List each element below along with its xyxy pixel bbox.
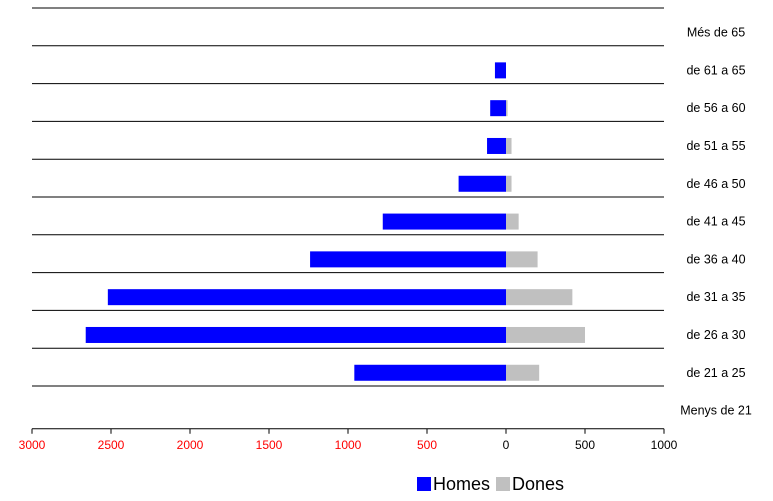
bar-homes (490, 100, 506, 117)
x-tick-label: 1500 (256, 438, 283, 452)
legend: Homes Dones (417, 474, 564, 494)
category-label: de 26 a 30 (686, 328, 745, 342)
x-tick-label: 2000 (177, 438, 204, 452)
category-label: de 31 a 35 (686, 290, 745, 304)
category-label: de 36 a 40 (686, 252, 745, 266)
bar-dones (506, 213, 519, 230)
x-axis: 3000 2500 2000 1500 1000 500 0 500 1000 (19, 428, 678, 452)
bar-homes (487, 137, 506, 154)
bar-homes (354, 364, 506, 381)
x-tick-label: 500 (575, 438, 595, 452)
category-label: de 56 a 60 (686, 101, 745, 115)
bar-homes (382, 213, 506, 230)
legend-label-homes: Homes (433, 474, 490, 494)
x-tick-label: 500 (417, 438, 437, 452)
category-label: de 61 a 65 (686, 63, 745, 77)
category-label: de 21 a 25 (686, 366, 745, 380)
legend-swatch-dones (496, 477, 511, 491)
bar-homes (458, 175, 506, 192)
bar-dones (506, 137, 512, 154)
x-tick-label: 1000 (335, 438, 362, 452)
bar-dones (506, 289, 573, 306)
category-labels: Menys de 21 de 21 a 25 de 26 a 30 de 31 a 3… (680, 26, 752, 418)
bar-homes (310, 251, 506, 268)
grid-lines (32, 7, 664, 387)
category-label: Menys de 21 (680, 404, 752, 418)
legend-label-dones: Dones (512, 474, 564, 494)
bar-dones (506, 326, 585, 343)
x-tick-label: 1000 (651, 438, 678, 452)
category-label: de 46 a 50 (686, 177, 745, 191)
category-label: Més de 65 (687, 26, 745, 40)
bar-dones (506, 251, 538, 268)
x-tick-label: 2500 (98, 438, 125, 452)
bar-homes (85, 326, 506, 343)
x-tick-label: 3000 (19, 438, 46, 452)
bar-homes (107, 289, 506, 306)
legend-swatch-homes (417, 477, 431, 491)
category-label: de 41 a 45 (686, 215, 745, 229)
bars (85, 62, 585, 381)
category-label: de 51 a 55 (686, 139, 745, 153)
x-tick-label: 0 (503, 438, 510, 452)
bar-dones (506, 100, 508, 117)
bar-dones (506, 175, 512, 192)
bar-homes (494, 62, 506, 79)
bar-dones (506, 364, 540, 381)
